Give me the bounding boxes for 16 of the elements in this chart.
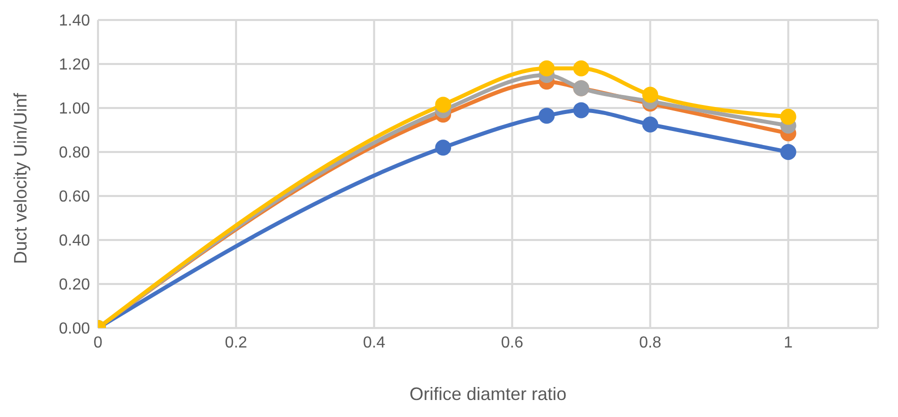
y-tick-label: 0.20 [58, 276, 90, 294]
x-tick-label: 0.6 [501, 334, 524, 352]
y-tick-label: 0.40 [58, 232, 90, 250]
y-tick-label: 0.60 [58, 188, 90, 206]
y-tick-label: 1.00 [58, 100, 90, 118]
y-tick-label: 1.20 [58, 56, 90, 74]
x-axis-title: Orifice diamter ratio [409, 384, 567, 404]
y-tick-label: 1.40 [58, 12, 90, 30]
y-tick-label: 0.80 [58, 144, 90, 162]
x-tick-label: 0.8 [639, 334, 662, 352]
y-axis-title: Duct velocity Uin/Uinf [10, 92, 30, 264]
x-tick-label: 0 [94, 334, 103, 352]
x-tick-label: 0.2 [224, 334, 248, 352]
x-tick-label: 0.4 [362, 334, 386, 352]
y-tick-label: 0.00 [58, 320, 90, 338]
x-tick-label: 1 [784, 334, 793, 352]
